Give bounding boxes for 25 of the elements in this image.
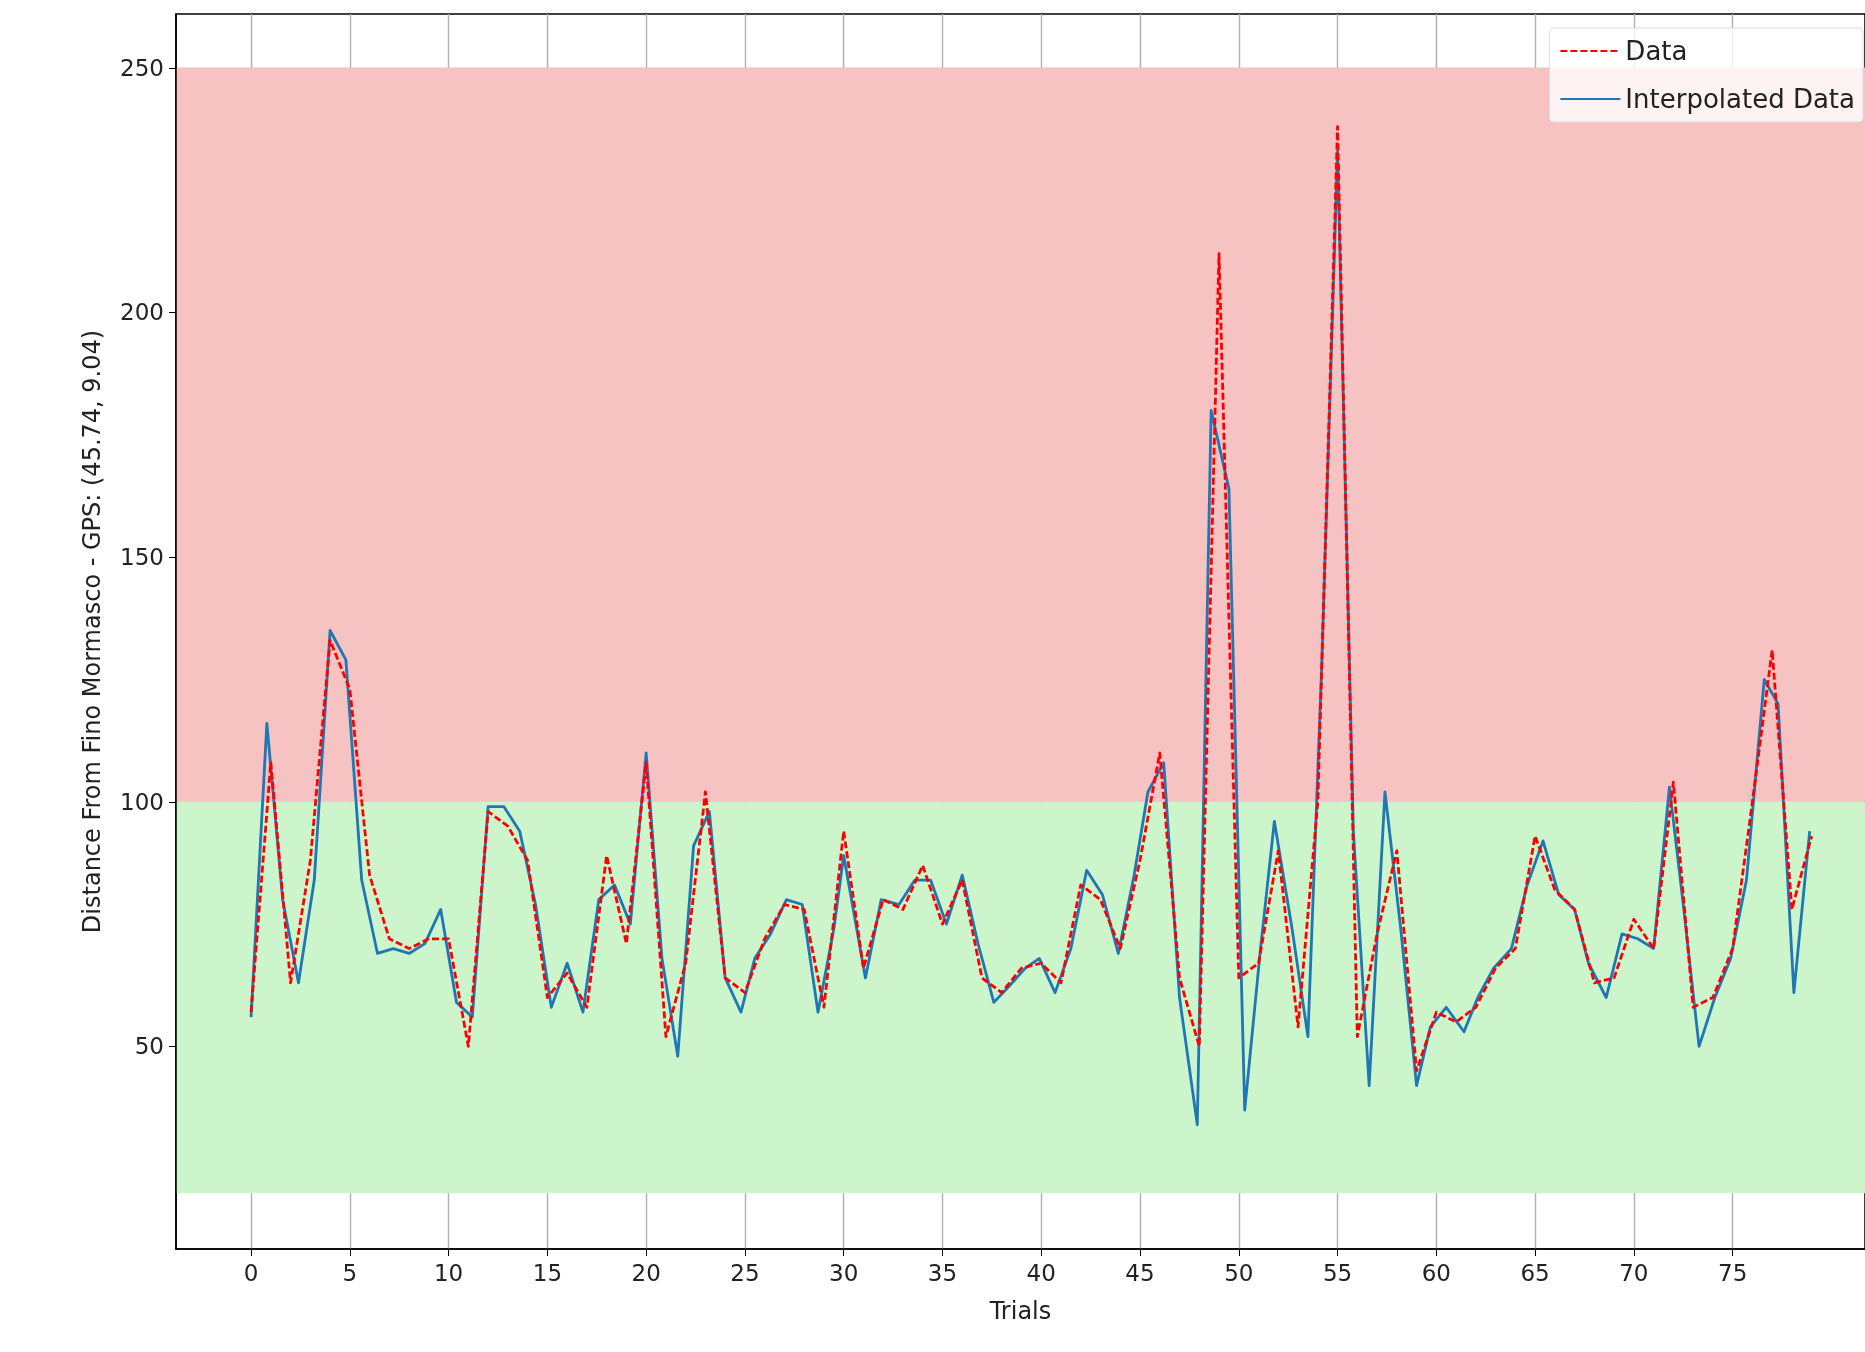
x-tick-label: 15 xyxy=(532,1259,563,1286)
x-tick-label: 70 xyxy=(1619,1259,1649,1286)
x-tick-label: 50 xyxy=(1224,1259,1254,1286)
x-tick-label: 40 xyxy=(1026,1259,1056,1286)
x-tick-label: 55 xyxy=(1322,1259,1353,1286)
x-tick-label: 30 xyxy=(829,1259,859,1286)
legend-label: Interpolated Data xyxy=(1625,84,1856,114)
y-tick-label: 150 xyxy=(120,544,164,571)
y-tick-label: 200 xyxy=(120,299,164,326)
legend-label: Data xyxy=(1625,36,1688,66)
x-tick-label: 20 xyxy=(631,1259,661,1286)
x-tick-label: 75 xyxy=(1718,1259,1748,1286)
x-tick-label: 60 xyxy=(1421,1259,1451,1286)
x-tick-label: 45 xyxy=(1125,1259,1155,1286)
y-tick-label: 50 xyxy=(134,1033,164,1060)
y-tick-label: 100 xyxy=(120,788,164,815)
x-axis-title: Trials xyxy=(988,1297,1052,1325)
x-tick-label: 10 xyxy=(433,1259,464,1286)
x-tick-label: 25 xyxy=(730,1259,760,1286)
x-tick-label: 5 xyxy=(342,1259,358,1286)
y-tick-label: 250 xyxy=(120,54,164,81)
y-axis-title: Distance From Fino Mormasco - GPS: (45.74, 9.04) xyxy=(78,329,106,934)
x-tick-label: 0 xyxy=(243,1259,259,1286)
x-tick-label: 35 xyxy=(927,1259,958,1286)
x-tick-label: 65 xyxy=(1520,1259,1550,1286)
